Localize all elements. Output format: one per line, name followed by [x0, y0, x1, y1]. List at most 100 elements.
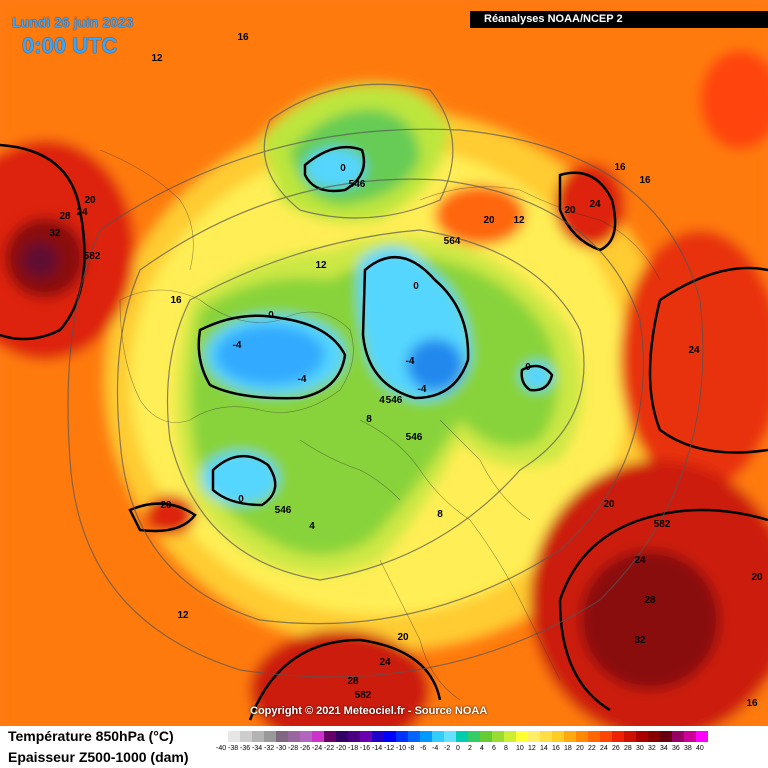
- isotherm-label: 24: [76, 207, 88, 218]
- isotherm-label: 28: [59, 211, 71, 222]
- legend-tick: -28: [288, 745, 299, 752]
- legend-swatch: [252, 731, 264, 742]
- legend-tick: 34: [660, 745, 668, 752]
- legend-tick: 20: [576, 745, 584, 752]
- legend-tick-labels: -40 -38 -36 -34 -32 -30 -28 -26 -24 -22 -20 -18 -16-…: [216, 745, 708, 752]
- legend-swatch: [480, 731, 492, 742]
- legend-swatch: [300, 731, 312, 742]
- source-banner: Réanalyses NOAA/NCEP 2: [470, 11, 768, 28]
- legend-tick: -34: [252, 745, 263, 752]
- isotherm-label: 12: [151, 53, 163, 64]
- isotherm-label: 0: [340, 163, 346, 174]
- legend-swatch: [648, 731, 660, 742]
- legend-tick: 32: [648, 745, 656, 752]
- legend-tick: -10: [396, 745, 407, 752]
- legend-tick: 10: [516, 745, 524, 752]
- isotherm-label: 16: [746, 698, 758, 709]
- legend-tick: -32: [264, 745, 275, 752]
- legend-swatch: [588, 731, 600, 742]
- legend-tick: -16: [360, 745, 371, 752]
- legend-swatch: [696, 731, 708, 742]
- legend-swatch: [324, 731, 336, 742]
- isotherm-label: 24: [688, 345, 700, 356]
- legend-tick: 30: [636, 745, 644, 752]
- legend-title-thickness: Epaisseur Z500-1000 (dam): [8, 749, 189, 765]
- isotherm-label: 564: [444, 236, 461, 247]
- legend-tick: 28: [624, 745, 632, 752]
- legend-tick: 2: [468, 745, 472, 752]
- isotherm-label: 0: [413, 281, 419, 292]
- legend-tick: -30: [276, 745, 287, 752]
- isotherm-label: 582: [654, 519, 671, 530]
- legend-swatch: [672, 731, 684, 742]
- legend-tick: 12: [528, 745, 536, 752]
- legend-swatch: [612, 731, 624, 742]
- legend-swatch: [408, 731, 420, 742]
- isotherm-label: 28: [347, 676, 359, 687]
- isotherm-label: 24: [634, 555, 646, 566]
- legend-swatch: [348, 731, 360, 742]
- isotherm-label: 546: [349, 179, 366, 190]
- isotherm-label: 20: [603, 499, 615, 510]
- thickness-lines: [67, 83, 704, 678]
- isotherm-label: 16: [614, 162, 626, 173]
- legend-tick: -38: [228, 745, 239, 752]
- legend-tick: -14: [372, 745, 383, 752]
- legend-title-temperature: Température 850hPa (°C): [8, 728, 174, 744]
- legend-tick: -8: [408, 745, 415, 752]
- isotherm-label: 12: [177, 610, 189, 621]
- isotherm-label: -4: [233, 340, 242, 351]
- legend-swatch: [660, 731, 672, 742]
- legend-tick: 36: [672, 745, 680, 752]
- legend-tick: -2: [444, 745, 451, 752]
- isotherm-label: 16: [237, 32, 249, 43]
- isotherm-label: -4: [418, 384, 427, 395]
- legend-swatch: [684, 731, 696, 742]
- legend-swatch: [264, 731, 276, 742]
- isotherm-label: 0: [238, 494, 244, 505]
- legend-tick: 22: [588, 745, 596, 752]
- legend-swatch: [216, 731, 228, 742]
- isotherm-label: 32: [634, 635, 646, 646]
- legend-swatch: [444, 731, 456, 742]
- legend-swatch: [576, 731, 588, 742]
- legend-swatch: [396, 731, 408, 742]
- legend-tick: 18: [564, 745, 572, 752]
- legend-swatch: [228, 731, 240, 742]
- isotherm-label: 546: [275, 505, 292, 516]
- zero-isotherm-lines: [0, 143, 768, 721]
- legend-swatch: [360, 731, 372, 742]
- legend-tick: 26: [612, 745, 620, 752]
- legend-tick: 16: [552, 745, 560, 752]
- legend-tick: 40: [696, 745, 704, 752]
- isotherm-label: 8: [437, 509, 443, 520]
- isotherm-label: 4: [379, 395, 385, 406]
- legend-tick: 8: [504, 745, 508, 752]
- legend-swatch: [336, 731, 348, 742]
- isotherm-label: 16: [639, 175, 651, 186]
- legend-tick: -40: [216, 745, 227, 752]
- isotherm-label: 0: [525, 362, 531, 373]
- legend-tick: -18: [348, 745, 359, 752]
- legend-swatch: [528, 731, 540, 742]
- isotherm-label: 546: [386, 395, 403, 406]
- isotherm-label: 12: [513, 215, 525, 226]
- legend-swatch: [624, 731, 636, 742]
- legend-swatch: [516, 731, 528, 742]
- legend-swatch: [432, 731, 444, 742]
- isotherm-label: 28: [644, 595, 656, 606]
- isotherm-label: 16: [170, 295, 182, 306]
- isotherm-label: 546: [406, 432, 423, 443]
- legend-swatch: [288, 731, 300, 742]
- legend-tick: -6: [420, 745, 427, 752]
- legend-tick: -12: [384, 745, 395, 752]
- isotherm-label: 582: [355, 690, 372, 701]
- isotherm-label: 0: [268, 310, 274, 321]
- legend-swatch: [636, 731, 648, 742]
- legend-swatch: [552, 731, 564, 742]
- isotherm-label: 20: [397, 632, 409, 643]
- legend-swatch: [492, 731, 504, 742]
